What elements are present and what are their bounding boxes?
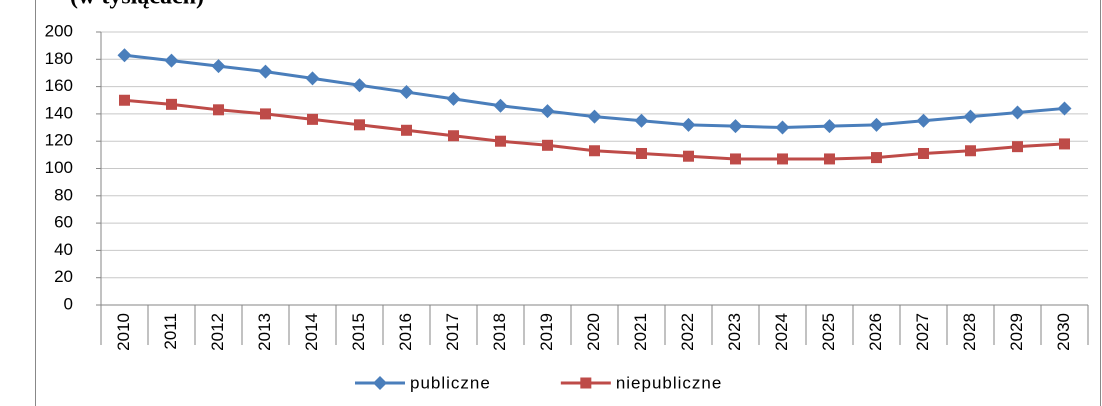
x-tick-label: 2016	[396, 313, 415, 351]
point	[869, 117, 884, 132]
legend-marker	[580, 377, 592, 389]
x-tick-label: 2024	[772, 313, 791, 351]
point	[728, 119, 743, 134]
x-tick-label: 2026	[866, 313, 885, 351]
x-tick-label: 2012	[208, 313, 227, 351]
point	[963, 109, 978, 124]
x-tick-label: 2018	[490, 313, 509, 351]
point	[213, 104, 224, 116]
x-tick-label: 2019	[537, 313, 556, 351]
x-tick-label: 2010	[114, 313, 133, 351]
point	[352, 78, 367, 93]
x-tick-label: 2021	[631, 313, 650, 351]
point	[1057, 101, 1072, 116]
point	[399, 85, 414, 100]
x-tick-label: 2029	[1007, 313, 1026, 351]
legend-marker	[373, 376, 387, 390]
x-tick-label: 2015	[349, 313, 368, 351]
point	[260, 108, 271, 120]
x-tick-label: 2027	[913, 313, 932, 351]
y-tick-label: 0	[64, 294, 73, 313]
point	[119, 94, 130, 106]
point	[542, 139, 553, 151]
point	[493, 98, 508, 113]
point	[211, 59, 226, 74]
point	[916, 113, 931, 128]
point	[965, 145, 976, 157]
point	[634, 113, 649, 128]
point	[1059, 138, 1070, 150]
point	[871, 152, 882, 164]
point	[824, 153, 835, 165]
y-tick-label: 100	[45, 158, 73, 177]
x-tick-label: 2028	[960, 313, 979, 351]
y-tick-label: 140	[45, 103, 73, 122]
y-tick-label: 120	[45, 131, 73, 150]
point	[448, 130, 459, 142]
point	[354, 119, 365, 131]
y-tick-label: 80	[54, 185, 73, 204]
point	[305, 71, 320, 86]
point	[446, 91, 461, 106]
y-tick-label: 160	[45, 76, 73, 95]
point	[1010, 105, 1025, 120]
point	[164, 53, 179, 68]
y-tick-label: 200	[45, 21, 73, 40]
point	[683, 150, 694, 162]
x-tick-label: 2020	[584, 313, 603, 351]
x-tick-label: 2023	[725, 313, 744, 351]
x-tick-label: 2017	[443, 313, 462, 351]
x-tick-label: 2014	[302, 313, 321, 351]
point	[730, 153, 741, 165]
x-tick-label: 2022	[678, 313, 697, 351]
legend-label: publiczne	[410, 373, 491, 392]
x-tick-label: 2030	[1054, 313, 1073, 351]
x-tick-label: 2011	[161, 313, 180, 350]
point	[495, 135, 506, 147]
y-tick-label: 180	[45, 49, 73, 68]
point	[777, 153, 788, 165]
point	[117, 48, 132, 63]
point	[540, 104, 555, 119]
legend-label: niepubliczne	[616, 373, 723, 392]
subtitle: (w tysiącach)	[70, 0, 204, 10]
point	[258, 64, 273, 79]
point	[1012, 141, 1023, 153]
point	[822, 119, 837, 134]
point	[681, 117, 696, 132]
point	[401, 124, 412, 136]
y-tick-label: 20	[54, 267, 73, 286]
point	[307, 113, 318, 125]
point	[589, 145, 600, 157]
point	[918, 147, 929, 159]
x-tick-label: 2025	[819, 313, 838, 351]
point	[587, 109, 602, 124]
y-tick-label: 60	[54, 213, 73, 232]
x-tick-label: 2013	[255, 313, 274, 351]
y-tick-label: 40	[54, 240, 73, 259]
point	[636, 147, 647, 159]
point	[166, 98, 177, 110]
point	[775, 120, 790, 135]
